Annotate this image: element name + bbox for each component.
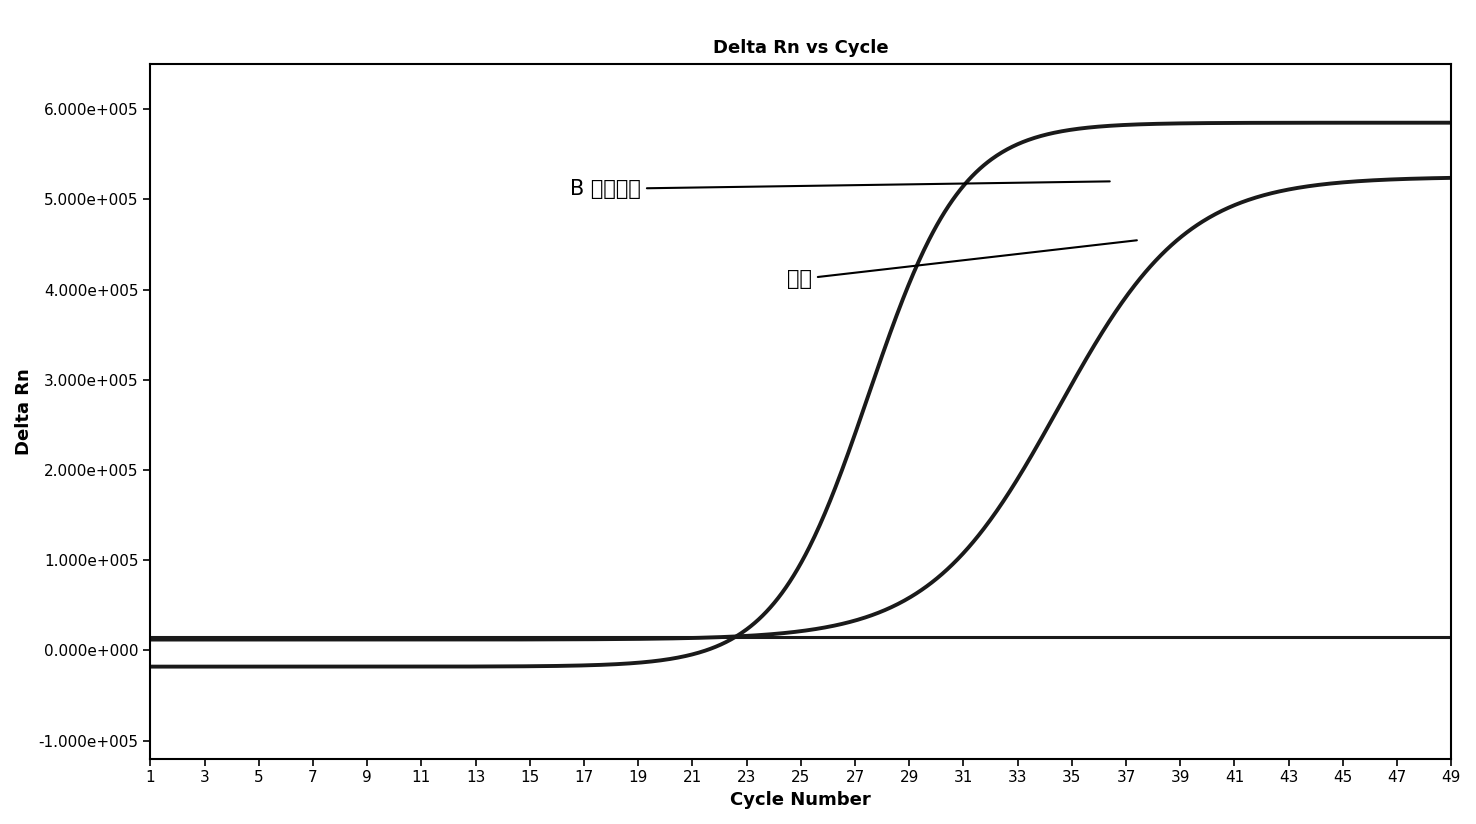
Text: 内参: 内参	[787, 241, 1137, 289]
X-axis label: Cycle Number: Cycle Number	[731, 791, 871, 809]
Text: Delta Rn vs Cycle: Delta Rn vs Cycle	[713, 39, 889, 57]
Text: B 族钉球菌: B 族钉球菌	[570, 179, 1110, 199]
Y-axis label: Delta Rn: Delta Rn	[15, 368, 32, 455]
